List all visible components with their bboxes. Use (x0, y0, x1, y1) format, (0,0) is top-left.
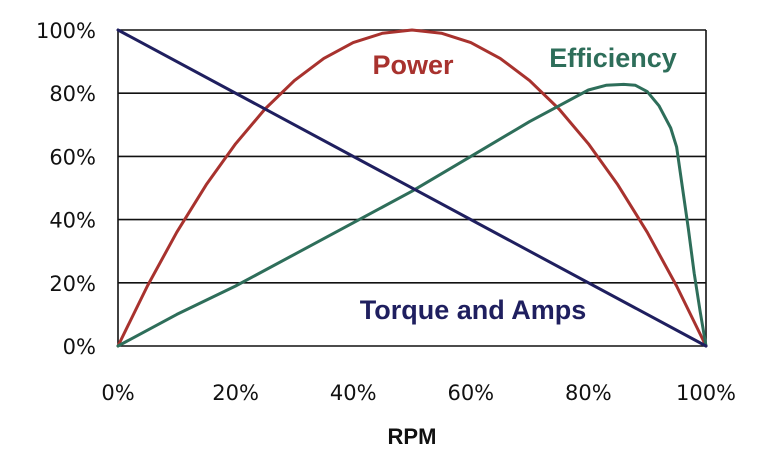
x-tick-labels: 0% 20% 40% 60% 80% 100% (101, 381, 736, 405)
series-line-efficiency (116, 82, 708, 348)
y-tick-labels: 0% 20% 40% 60% 80% 100% (36, 19, 96, 359)
x-tick-label: 100% (676, 381, 736, 405)
x-tick-label: 40% (330, 381, 377, 405)
x-tick-label: 60% (447, 381, 494, 405)
series-lines (116, 28, 708, 348)
y-tick-label: 20% (49, 272, 96, 296)
y-tick-label: 80% (49, 82, 96, 106)
x-tick-label: 80% (565, 381, 612, 405)
x-tick-label: 20% (212, 381, 259, 405)
y-tick-label: 60% (49, 145, 96, 169)
y-tick-label: 40% (49, 209, 96, 233)
series-labels: Power Efficiency Torque and Amps (360, 43, 677, 325)
x-axis-label: RPM (388, 424, 437, 449)
series-label-efficiency: Efficiency (549, 43, 677, 73)
y-tick-label: 100% (36, 19, 96, 43)
series-line-torque-and-amps (116, 28, 708, 348)
y-tick-label: 0% (63, 335, 96, 359)
series-label-torque-and-amps: Torque and Amps (360, 295, 587, 325)
series-label-power: Power (372, 50, 454, 80)
x-tick-label: 0% (101, 381, 134, 405)
series-line-power (116, 28, 708, 348)
